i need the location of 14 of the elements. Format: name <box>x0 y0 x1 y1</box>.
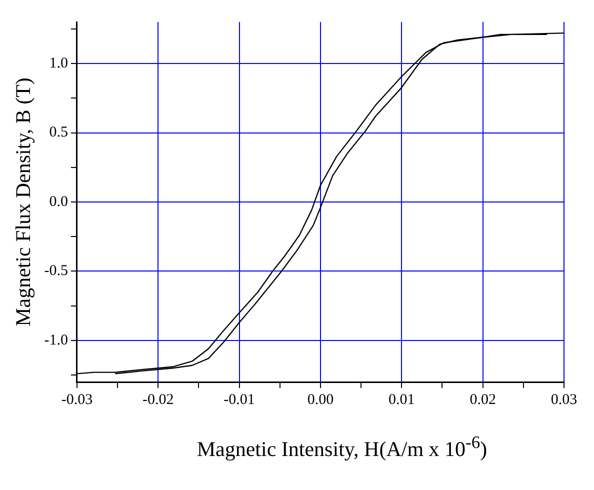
y-tick-label: 0.5 <box>49 124 68 141</box>
x-tick-label: -0.03 <box>61 392 93 408</box>
x-axis-title: Magnetic Intensity, H(A/m x 10$^{-6}$) <box>196 432 488 462</box>
x-tick-label: 0.01 <box>388 392 415 408</box>
x-tick-label: 0.00 <box>307 392 334 408</box>
y-axis-title: Magnetic Flux Density, B (T) <box>11 78 36 326</box>
y-tick-label: 0.0 <box>49 194 68 210</box>
y-tick-label: -1.0 <box>44 332 68 348</box>
y-tick-label: -0.5 <box>44 263 68 280</box>
x-tick-label: -0.01 <box>224 392 255 408</box>
x-tick-label: 0.02 <box>470 392 496 408</box>
x-tick-label: 0.03 <box>550 392 578 408</box>
y-tick-label: 1.0 <box>49 55 68 72</box>
x-tick-label: -0.02 <box>142 392 174 408</box>
